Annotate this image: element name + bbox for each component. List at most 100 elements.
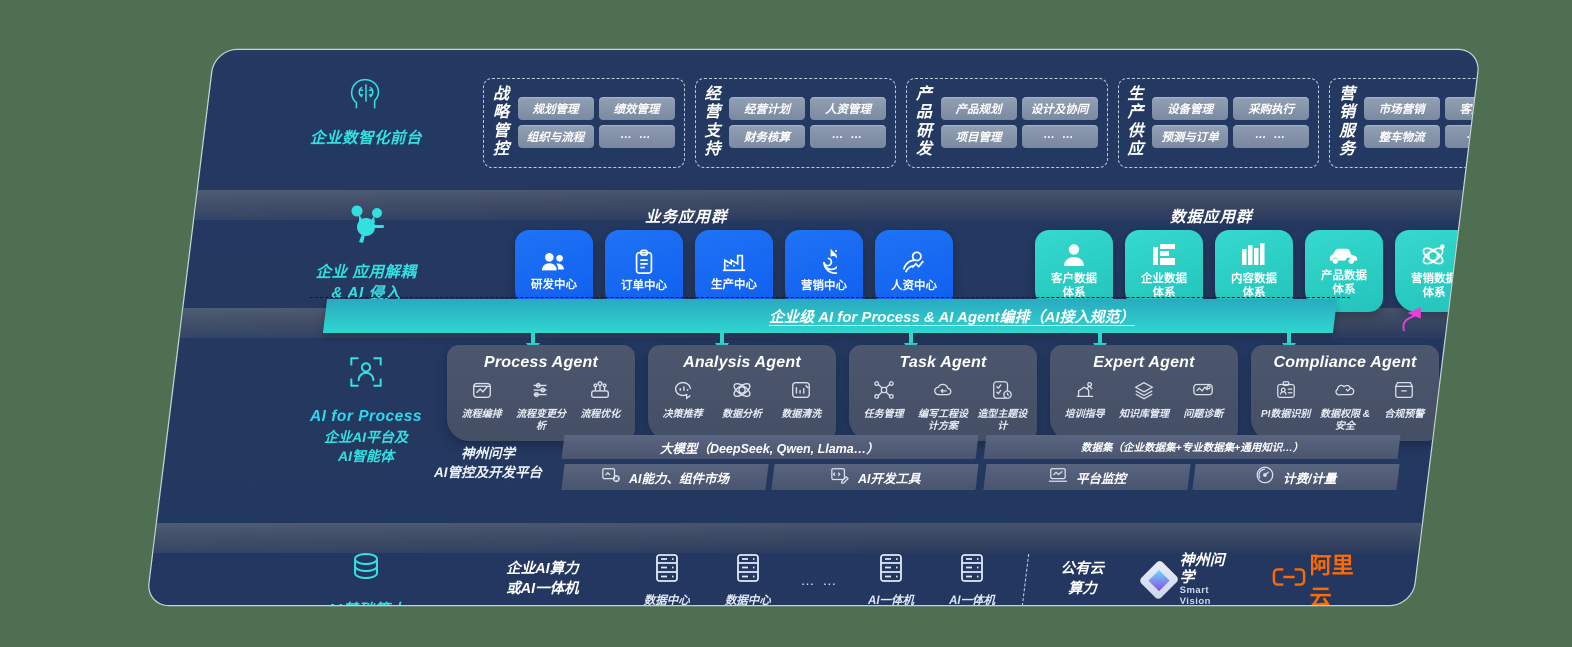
group-cell[interactable]: 设备管理	[1152, 97, 1229, 121]
card-order-center[interactable]: 订单中心	[605, 230, 683, 312]
diagnose-icon	[1192, 383, 1214, 405]
infra-node-aiserver-2[interactable]: AI一体机	[932, 553, 1013, 605]
group-cell-more[interactable]: … …	[598, 125, 675, 149]
agent-item[interactable]: 任务管理	[856, 379, 912, 432]
card-marketing-data[interactable]: 营销数据 体系	[1395, 230, 1473, 312]
group-cell[interactable]: 财务核算	[729, 125, 806, 149]
agent-item[interactable]: 流程编排	[454, 379, 510, 432]
business-apps-cards: 研发中心 订单中心	[515, 230, 953, 312]
card-label: 企业数据 体系	[1141, 273, 1187, 299]
group-cell-more[interactable]: … …	[1444, 125, 1480, 149]
agent-item[interactable]: 问题诊断	[1175, 379, 1231, 421]
group-title: 营销 服务	[1339, 86, 1356, 159]
group-cell[interactable]: 人资管理	[810, 97, 887, 121]
card-marketing-center[interactable]: 营销中心	[785, 230, 863, 312]
ai-capability-market[interactable]: AI能力、组件市场	[561, 464, 769, 490]
billing-metering[interactable]: 计费/计量	[1192, 464, 1400, 490]
aliyun-mark-icon	[1272, 566, 1306, 594]
group-production-supply[interactable]: 生产 供应 设备管理 采购执行 预测与订单 … …	[1117, 78, 1320, 168]
agent-expert[interactable]: Expert Agent 培训指导	[1050, 345, 1238, 441]
group-cell[interactable]: 项目管理	[940, 125, 1017, 149]
card-rd-center[interactable]: 研发中心	[515, 230, 593, 312]
group-cell[interactable]: 客户关系	[1444, 97, 1480, 121]
platform-subtitle: AI管控及开发平台	[434, 465, 542, 480]
data-apps-cards: 客户数据 体系 企业数据 体系	[1035, 230, 1473, 312]
agent-item[interactable]: 决策推荐	[655, 379, 711, 421]
group-cell[interactable]: 经营计划	[729, 97, 806, 121]
agent-item[interactable]: 数据分析	[714, 379, 770, 421]
card-hr-center[interactable]: 人资中心	[875, 230, 953, 312]
card-product-data[interactable]: 产品数据 体系	[1305, 230, 1383, 312]
group-cell-more[interactable]: … …	[1021, 125, 1098, 149]
card-label: 营销中心	[801, 279, 847, 292]
group-cell[interactable]: 设计及协同	[1021, 97, 1098, 121]
group-title: 产品 研发	[916, 86, 933, 159]
group-cell[interactable]: 规划管理	[517, 97, 594, 121]
card-label: 研发中心	[531, 278, 577, 291]
agent-item[interactable]: 流程变更分析	[513, 379, 569, 432]
group-product-rd[interactable]: 产品 研发 产品规划 设计及协同 项目管理 … …	[906, 78, 1108, 168]
card-content-data[interactable]: 内容数据 体系	[1215, 230, 1293, 312]
agent-task[interactable]: Task Agent 任务管理	[849, 345, 1037, 441]
ai-dev-tools[interactable]: AI开发工具	[771, 464, 979, 490]
group-cell[interactable]: 绩效管理	[598, 97, 675, 121]
clean-data-icon	[790, 381, 812, 405]
group-cell[interactable]: 产品规划	[940, 97, 1017, 121]
agent-item[interactable]: 流程优化	[572, 379, 628, 432]
group-title: 经营 支持	[704, 86, 722, 159]
aliyun-logo[interactable]: 阿里云	[1272, 548, 1370, 605]
group-operations[interactable]: 经营 支持 经营计划 人资管理 财务核算 … …	[694, 78, 897, 168]
large-model-bar[interactable]: 大模型（DeepSeek, Qwen, Llama…）	[561, 435, 978, 459]
agent-item[interactable]: 数据清洗	[773, 379, 829, 421]
huawei-mark-icon	[1412, 554, 1465, 595]
platform-left-col: 大模型（DeepSeek, Qwen, Llama…） AI能力、组件市场	[561, 435, 979, 493]
user-icon	[1062, 242, 1086, 268]
group-cell[interactable]: 整车物流	[1363, 125, 1440, 149]
card-customer-data[interactable]: 客户数据 体系	[1035, 230, 1113, 312]
agent-item[interactable]: 知识库管理	[1116, 379, 1172, 421]
agent-item-label: 流程优化	[580, 409, 621, 420]
agent-item[interactable]: 数据权限 & 安全	[1317, 379, 1373, 432]
person-scan-icon	[271, 350, 461, 399]
agent-item[interactable]: 造型主题设计	[974, 379, 1030, 432]
agent-item[interactable]: 合规预警	[1376, 379, 1432, 432]
molecule-icon	[271, 200, 461, 255]
infra-node-datacenter-2[interactable]: 数据中心	[707, 553, 788, 605]
shield-cloud-icon	[1334, 384, 1356, 405]
ai-orchestration-banner: 企业级 AI for Process & AI Agent编排（AI接入规范）	[322, 299, 1338, 333]
platform-box-label: 计费/计量	[1283, 471, 1337, 486]
group-strategy[interactable]: 战略 管控 规划管理 绩效管理 组织与流程 … …	[483, 78, 685, 168]
agent-process[interactable]: Process Agent 流程编排	[447, 345, 635, 441]
agent-compliance[interactable]: Compliance Agent PI数据识别	[1251, 345, 1439, 441]
training-icon	[1074, 382, 1096, 405]
vendor-name: 神州问学	[1179, 552, 1225, 586]
card-production-center[interactable]: 生产中心	[695, 230, 773, 312]
dataset-bar[interactable]: 数据集（企业数据集+专业数据集+通用知识…）	[983, 435, 1400, 459]
vendor-name: 阿里云	[1309, 553, 1354, 605]
group-marketing-service[interactable]: 营销 服务 市场营销 客户关系 整车物流 … …	[1329, 78, 1480, 168]
group-cell[interactable]: 组织与流程	[517, 125, 594, 149]
platform-box-label: AI能力、组件市场	[628, 471, 729, 486]
agent-item[interactable]: PI数据识别	[1258, 379, 1314, 432]
agent-item[interactable]: 编写工程设计方案	[915, 379, 971, 432]
agent-item-label: 流程编排	[461, 409, 502, 420]
infra-node-label: AI一体机	[868, 594, 915, 606]
infra-node-datacenter-1[interactable]: 数据中心	[626, 553, 707, 605]
group-cell[interactable]: 预测与订单	[1152, 125, 1229, 149]
platform-monitoring[interactable]: 平台监控	[982, 464, 1190, 490]
huawei-logo[interactable]: HUAWEI	[1412, 554, 1465, 605]
platform-name: 神州问学 AI管控及开发平台	[413, 435, 563, 493]
agent-item-label: 造型主题设计	[977, 409, 1028, 432]
smartvision-logo[interactable]: 神州问学 Smart Vision	[1138, 552, 1240, 605]
card-enterprise-data[interactable]: 企业数据 体系	[1125, 230, 1203, 312]
group-cell-more[interactable]: … …	[810, 125, 887, 149]
business-apps-title: 业务应用群	[645, 209, 728, 226]
group-cell-more[interactable]: … …	[1233, 125, 1310, 149]
agent-item[interactable]: 培训指导	[1057, 379, 1113, 421]
rail-ai-compute: AI基础算力	[271, 548, 461, 605]
infra-node-aiserver-1[interactable]: AI一体机	[851, 553, 932, 606]
agent-analysis[interactable]: Analysis Agent 决策推荐	[648, 345, 836, 441]
group-cell[interactable]: 市场营销	[1363, 97, 1440, 121]
group-cell[interactable]: 采购执行	[1233, 97, 1310, 121]
platform-brand: 神州问学	[461, 446, 515, 462]
